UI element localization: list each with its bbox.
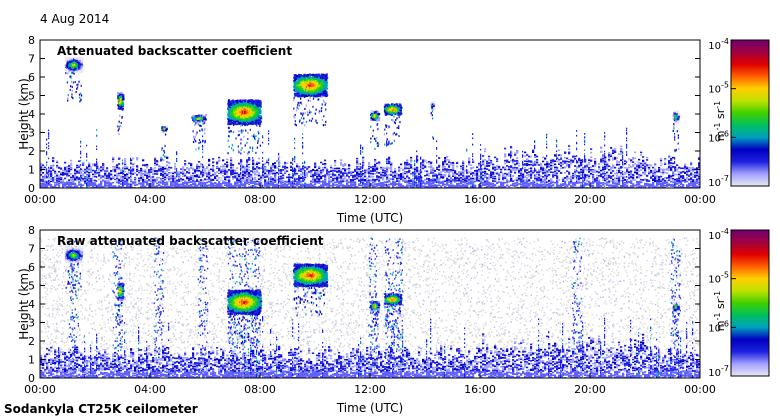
- x-tick-label: 16:00: [464, 383, 496, 396]
- y-axis-label: Height (km): [17, 78, 31, 149]
- y-tick-label: 4: [28, 108, 35, 121]
- y-tick-label: 1: [28, 354, 35, 367]
- y-tick-label: 5: [28, 90, 35, 103]
- colorbar-tick-label: 10-6: [708, 129, 729, 144]
- colorbar-gradient: [730, 229, 770, 377]
- x-tick-label: 16:00: [464, 193, 496, 206]
- x-tick-label: 04:00: [134, 193, 166, 206]
- colorbar-unit: m-1 sr-1: [713, 291, 727, 331]
- colorbar-tick-label: 10-7: [708, 174, 729, 189]
- y-tick-label: 6: [28, 261, 35, 274]
- x-tick-label: 12:00: [354, 383, 386, 396]
- y-tick-label: 1: [28, 164, 35, 177]
- y-tick-label: 0: [28, 182, 35, 195]
- y-tick-label: 2: [28, 335, 35, 348]
- y-tick-label: 0: [28, 372, 35, 385]
- y-tick-label: 3: [28, 317, 35, 330]
- y-tick-label: 3: [28, 127, 35, 140]
- x-tick-label: 00:00: [684, 193, 716, 206]
- chart-panel-2: Raw attenuated backscatter coefficient 0 1…: [17, 224, 770, 415]
- chart-panel-1: Attenuated backscatter coefficient 0 1 2 3 4 5…: [17, 34, 770, 225]
- colorbar-tick-label: 10-7: [708, 364, 729, 379]
- y-tick-label: 8: [28, 224, 35, 237]
- y-tick-label: 5: [28, 280, 35, 293]
- x-tick-label: 04:00: [134, 383, 166, 396]
- x-tick-label: 20:00: [574, 193, 606, 206]
- date-label: 4 Aug 2014: [40, 12, 109, 26]
- x-tick-label: 00:00: [684, 383, 716, 396]
- y-tick-label: 7: [28, 53, 35, 66]
- x-tick-label: 08:00: [244, 383, 276, 396]
- colorbar-tick-label: 10-5: [708, 81, 729, 96]
- y-tick-label: 7: [28, 243, 35, 256]
- panel-title: Raw attenuated backscatter coefficient: [57, 234, 324, 248]
- y-tick-label: 6: [28, 71, 35, 84]
- x-axis-label: Time (UTC): [336, 211, 403, 225]
- backscatter-data: [40, 237, 700, 378]
- x-tick-label: 20:00: [574, 383, 606, 396]
- y-tick-label: 8: [28, 34, 35, 47]
- x-tick-label: 00:00: [24, 193, 56, 206]
- colorbar-unit: m-1 sr-1: [713, 101, 727, 141]
- footer-label: Sodankyla CT25K ceilometer: [4, 402, 198, 416]
- x-axis-label: Time (UTC): [336, 401, 403, 415]
- colorbar-gradient: [730, 39, 770, 187]
- x-tick-label: 00:00: [24, 383, 56, 396]
- y-tick-label: 4: [28, 298, 35, 311]
- backscatter-data: [40, 56, 700, 188]
- x-tick-label: 12:00: [354, 193, 386, 206]
- colorbar-tick-label: 10-4: [708, 37, 729, 52]
- x-tick-label: 08:00: [244, 193, 276, 206]
- y-tick-label: 2: [28, 145, 35, 158]
- y-axis-label: Height (km): [17, 268, 31, 339]
- panel-title: Attenuated backscatter coefficient: [57, 44, 292, 58]
- colorbar-tick-label: 10-4: [708, 227, 729, 242]
- colorbar: 10-4 10-5 10-6 10-7 m-1 sr-1: [708, 227, 770, 379]
- colorbar-tick-label: 10-6: [708, 319, 729, 334]
- colorbar-tick-label: 10-5: [708, 271, 729, 286]
- colorbar: 10-4 10-5 10-6 10-7 m-1 sr-1: [708, 37, 770, 189]
